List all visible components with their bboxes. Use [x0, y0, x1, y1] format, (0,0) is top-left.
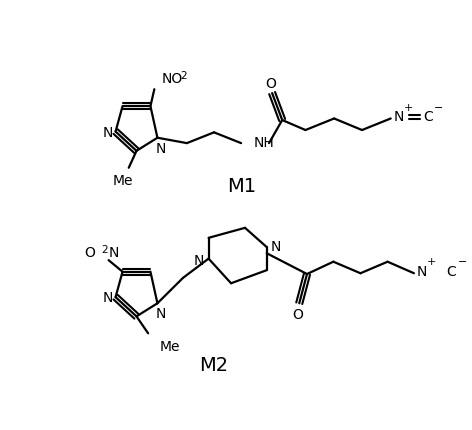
- Text: N: N: [417, 264, 428, 278]
- Text: N: N: [102, 125, 113, 139]
- Text: −: −: [457, 256, 467, 266]
- Text: NO: NO: [161, 72, 183, 86]
- Text: 2: 2: [101, 244, 108, 254]
- Text: O: O: [292, 307, 303, 321]
- Text: N: N: [394, 110, 404, 124]
- Text: M2: M2: [200, 356, 228, 375]
- Text: +: +: [427, 256, 437, 266]
- Text: M1: M1: [228, 177, 256, 196]
- Text: −: −: [434, 103, 444, 113]
- Text: N: N: [102, 290, 113, 304]
- Text: NH: NH: [253, 135, 274, 149]
- Text: N: N: [155, 307, 166, 320]
- Text: N: N: [271, 239, 281, 253]
- Text: +: +: [404, 103, 413, 113]
- Text: C: C: [447, 264, 456, 278]
- Text: Me: Me: [160, 339, 180, 353]
- Text: C: C: [423, 110, 433, 124]
- Text: O: O: [84, 245, 95, 259]
- Text: N: N: [194, 254, 204, 267]
- Text: 2: 2: [180, 71, 186, 81]
- Text: Me: Me: [112, 174, 133, 187]
- Text: N: N: [155, 141, 166, 155]
- Text: N: N: [109, 245, 119, 259]
- Text: O: O: [265, 77, 276, 91]
